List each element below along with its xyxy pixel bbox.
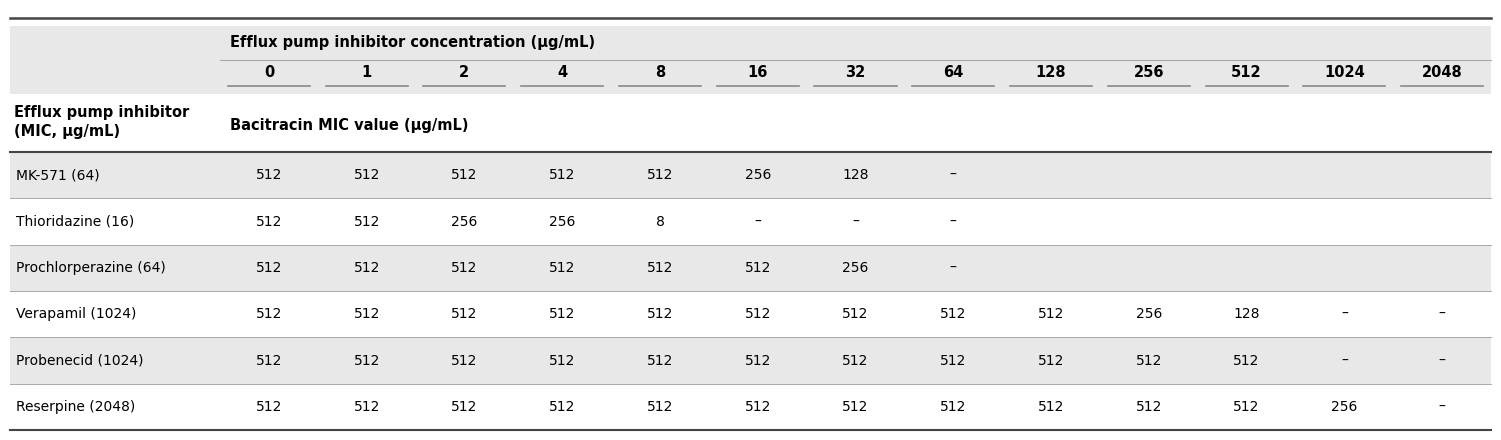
- Bar: [11, 198, 1490, 245]
- Bar: [11, 291, 1490, 337]
- Text: 256: 256: [1133, 66, 1165, 81]
- Text: 512: 512: [452, 400, 477, 414]
- Text: 512: 512: [255, 353, 282, 367]
- Text: 512: 512: [255, 215, 282, 228]
- Text: 512: 512: [353, 353, 380, 367]
- Text: 512: 512: [940, 400, 967, 414]
- Text: 512: 512: [452, 168, 477, 182]
- Text: Efflux pump inhibitor concentration (μg/mL): Efflux pump inhibitor concentration (μg/…: [230, 34, 594, 50]
- Text: –: –: [1340, 353, 1348, 367]
- Text: 256: 256: [452, 215, 477, 228]
- Text: 8: 8: [654, 66, 665, 81]
- Text: –: –: [950, 168, 956, 182]
- Text: 128: 128: [1234, 307, 1259, 321]
- Text: 512: 512: [842, 307, 869, 321]
- Text: (MIC, μg/mL): (MIC, μg/mL): [14, 124, 120, 139]
- Bar: [11, 337, 1490, 384]
- Text: 1024: 1024: [1324, 66, 1364, 81]
- Text: 512: 512: [1234, 400, 1259, 414]
- Text: 2048: 2048: [1421, 66, 1462, 81]
- Bar: [11, 152, 1490, 198]
- Text: 512: 512: [744, 400, 772, 414]
- Text: –: –: [950, 261, 956, 275]
- Text: 512: 512: [1231, 66, 1262, 81]
- Text: 512: 512: [549, 353, 575, 367]
- Text: Probenecid (1024): Probenecid (1024): [17, 353, 144, 367]
- Text: 512: 512: [647, 400, 672, 414]
- Text: 512: 512: [353, 307, 380, 321]
- Text: 512: 512: [744, 353, 772, 367]
- Text: Thioridazine (16): Thioridazine (16): [17, 215, 134, 228]
- Text: –: –: [853, 215, 859, 228]
- Text: –: –: [950, 215, 956, 228]
- Text: 512: 512: [353, 215, 380, 228]
- Text: 256: 256: [1136, 307, 1162, 321]
- Text: 512: 512: [255, 400, 282, 414]
- Text: 256: 256: [1331, 400, 1357, 414]
- Text: 512: 512: [255, 307, 282, 321]
- Bar: [11, 94, 1490, 152]
- Text: 512: 512: [1136, 353, 1162, 367]
- Text: 512: 512: [647, 168, 672, 182]
- Bar: [11, 245, 1490, 291]
- Text: Verapamil (1024): Verapamil (1024): [17, 307, 137, 321]
- Text: 64: 64: [943, 66, 964, 81]
- Text: –: –: [1438, 307, 1445, 321]
- Text: 0: 0: [264, 66, 275, 81]
- Text: 512: 512: [842, 353, 869, 367]
- Text: –: –: [1340, 307, 1348, 321]
- Text: 512: 512: [353, 168, 380, 182]
- Text: 4: 4: [557, 66, 567, 81]
- Text: 512: 512: [1234, 353, 1259, 367]
- Text: 512: 512: [549, 168, 575, 182]
- Text: 512: 512: [353, 400, 380, 414]
- Text: 16: 16: [747, 66, 769, 81]
- Text: 512: 512: [452, 261, 477, 275]
- Text: 1: 1: [362, 66, 372, 81]
- Text: 512: 512: [744, 307, 772, 321]
- Text: 128: 128: [842, 168, 869, 182]
- Text: 128: 128: [1036, 66, 1066, 81]
- Text: 512: 512: [1037, 307, 1064, 321]
- Text: Efflux pump inhibitor: Efflux pump inhibitor: [14, 105, 189, 120]
- Text: 256: 256: [842, 261, 869, 275]
- Text: MK-571 (64): MK-571 (64): [17, 168, 99, 182]
- Text: –: –: [1438, 353, 1445, 367]
- Text: 512: 512: [647, 261, 672, 275]
- Text: 512: 512: [744, 261, 772, 275]
- Text: 512: 512: [647, 353, 672, 367]
- Text: 2: 2: [459, 66, 470, 81]
- Text: 512: 512: [940, 307, 967, 321]
- Bar: [11, 384, 1490, 430]
- Text: 512: 512: [842, 400, 869, 414]
- Text: –: –: [755, 215, 761, 228]
- Text: 512: 512: [647, 307, 672, 321]
- Bar: [11, 26, 1490, 94]
- Text: 512: 512: [452, 353, 477, 367]
- Text: 512: 512: [549, 400, 575, 414]
- Text: 8: 8: [656, 215, 665, 228]
- Text: 512: 512: [452, 307, 477, 321]
- Text: 512: 512: [1037, 353, 1064, 367]
- Text: 512: 512: [940, 353, 967, 367]
- Text: 512: 512: [1037, 400, 1064, 414]
- Text: 512: 512: [353, 261, 380, 275]
- Text: Reserpine (2048): Reserpine (2048): [17, 400, 135, 414]
- Text: 512: 512: [255, 168, 282, 182]
- Text: 512: 512: [255, 261, 282, 275]
- Text: 256: 256: [549, 215, 575, 228]
- Text: Prochlorperazine (64): Prochlorperazine (64): [17, 261, 165, 275]
- Text: 32: 32: [845, 66, 866, 81]
- Text: 256: 256: [744, 168, 772, 182]
- Text: 512: 512: [549, 261, 575, 275]
- Text: 512: 512: [1136, 400, 1162, 414]
- Text: –: –: [1438, 400, 1445, 414]
- Text: 512: 512: [549, 307, 575, 321]
- Text: Bacitracin MIC value (μg/mL): Bacitracin MIC value (μg/mL): [230, 118, 468, 133]
